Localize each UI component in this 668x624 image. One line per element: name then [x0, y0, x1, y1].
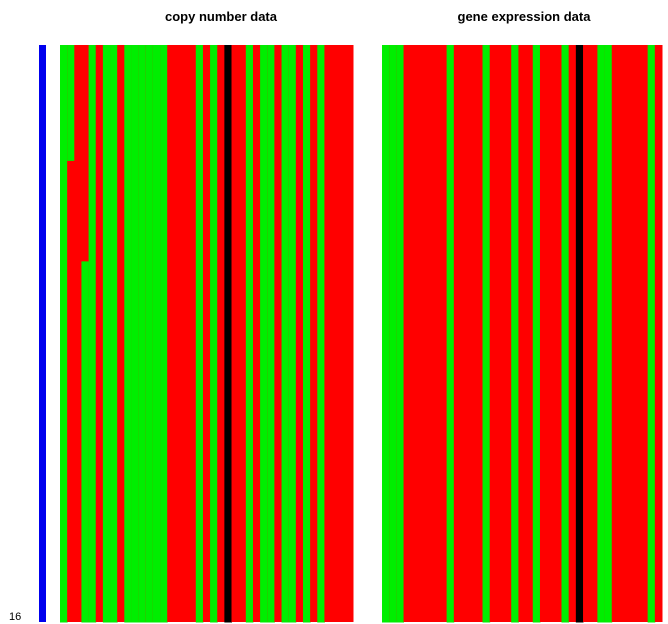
copy-number-column-18 [181, 45, 190, 622]
copy-number-column-23 [217, 45, 225, 622]
copy-number-side-bar [39, 45, 46, 622]
gene-expression-column-11 [453, 45, 462, 622]
gene-expression-column-4 [403, 45, 412, 622]
gene-expression-column-16 [489, 45, 498, 622]
copy-number-column-3 [74, 45, 82, 622]
copy-number-cell [110, 45, 118, 623]
copy-number-cell [281, 45, 290, 623]
gene-expression-column-17 [496, 45, 505, 622]
copy-number-cell [302, 45, 311, 623]
gene-expression-cell [396, 45, 405, 623]
copy-number-cell [260, 45, 268, 623]
gene-expression-column-5 [410, 45, 419, 622]
copy-number-column-6 [95, 45, 104, 622]
copy-number-cell [288, 45, 297, 623]
row-group-bar [39, 45, 46, 622]
gene-expression-column-25 [554, 45, 562, 622]
gene-expression-column-21 [525, 45, 534, 622]
copy-number-cell [124, 45, 132, 623]
copy-number-cell [210, 45, 218, 623]
gene-expression-column-7 [425, 45, 433, 622]
copy-number-column-39 [331, 45, 340, 622]
gene-expression-panel-title: gene expression data [458, 9, 592, 24]
gene-expression-column-18 [504, 45, 512, 622]
gene-expression-column-34 [618, 45, 627, 622]
gene-expression-cell [575, 45, 584, 623]
gene-expression-cell [382, 246, 390, 623]
gene-expression-column-8 [432, 45, 440, 622]
copy-number-column-21 [202, 45, 211, 622]
copy-number-cell [131, 45, 140, 623]
gene-expression-column-39 [654, 45, 663, 622]
gene-expression-column-24 [547, 45, 555, 622]
gene-expression-cell [446, 45, 455, 623]
gene-expression-column-36 [633, 45, 641, 622]
gene-expression-cell [382, 45, 390, 248]
copy-number-cell [67, 45, 75, 161]
gene-expression-column-37 [640, 45, 649, 622]
gene-expression-column-14 [475, 45, 484, 622]
gene-expression-cell [532, 45, 541, 623]
copy-number-column-34 [295, 45, 304, 622]
copy-number-cell [160, 45, 168, 623]
gene-expression-column-30 [590, 45, 598, 622]
gene-expression-cell [597, 45, 606, 623]
copy-number-cell [224, 45, 233, 623]
copy-number-column-40 [338, 45, 347, 622]
copy-number-column-9 [117, 45, 125, 622]
gene-expression-column-23 [539, 45, 548, 622]
gene-expression-cell [604, 45, 613, 623]
copy-number-column-36 [310, 45, 318, 622]
gene-expression-column-6 [417, 45, 426, 622]
copy-number-cell [317, 45, 325, 623]
copy-number-column-16 [167, 45, 175, 622]
copy-number-column-25 [231, 45, 240, 622]
copy-number-panel-title: copy number data [165, 9, 278, 24]
copy-number-cell [138, 45, 147, 623]
gene-expression-cell [511, 45, 519, 623]
copy-number-cell [145, 45, 154, 623]
gene-expression-column-13 [468, 45, 476, 622]
copy-number-column-19 [188, 45, 197, 622]
copy-number-cell [102, 45, 111, 623]
copy-number-column-2 [67, 45, 75, 622]
gene-expression-column-9 [439, 45, 448, 622]
gene-expression-cell [389, 45, 397, 623]
copy-number-cell [88, 45, 97, 623]
gene-expression-column-20 [518, 45, 527, 622]
copy-number-column-38 [324, 45, 333, 622]
gene-expression-cell [561, 45, 570, 623]
copy-number-cell [245, 45, 254, 623]
copy-number-cell [81, 261, 90, 623]
gene-expression-column-29 [583, 45, 591, 622]
gene-expression-heatmap [382, 45, 663, 623]
copy-number-cell [60, 45, 68, 623]
copy-number-column-26 [238, 45, 247, 622]
gene-expression-column-33 [611, 45, 620, 622]
gene-expression-cell [647, 45, 656, 623]
gene-expression-cell [482, 45, 491, 623]
copy-number-column-41 [345, 45, 354, 622]
copy-number-column-28 [252, 45, 261, 622]
copy-number-cell [267, 45, 275, 623]
gene-expression-column-12 [460, 45, 469, 622]
gene-expression-column-35 [626, 45, 634, 622]
gene-expression-column-27 [568, 45, 577, 622]
copy-number-cell [152, 45, 161, 623]
copy-number-column-31 [274, 45, 283, 622]
copy-number-heatmap [60, 45, 354, 623]
copy-number-column-17 [174, 45, 182, 622]
row-label: 16 [9, 611, 21, 623]
copy-number-cell [195, 45, 204, 623]
